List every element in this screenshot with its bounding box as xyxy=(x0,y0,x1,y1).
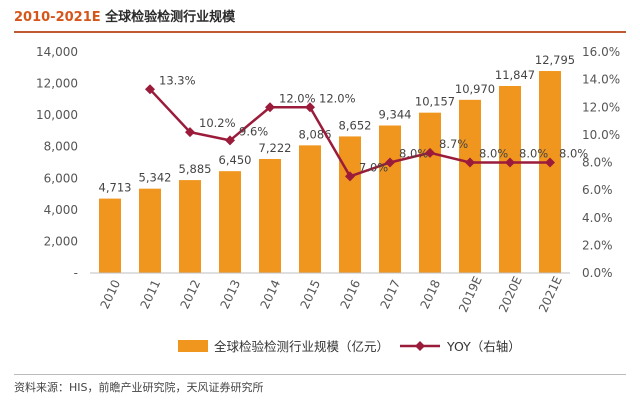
x-axis-tick-label: 2010 xyxy=(98,278,124,312)
yoy-point xyxy=(505,157,515,168)
left-axis-tick-label: 10,000 xyxy=(36,108,78,122)
bar xyxy=(339,136,361,273)
bar xyxy=(459,99,481,273)
x-axis-tick-label: 2017 xyxy=(378,278,404,312)
legend-label-line: YOY（右轴） xyxy=(446,339,521,354)
chart-title-text: 全球检验检测行业规模 xyxy=(105,10,236,25)
x-axis-tick-label: 2013 xyxy=(218,278,244,312)
source-note: 资料来源：HIS，前瞻产业研究院，天风证券研究所 xyxy=(14,381,264,394)
yoy-value-label: 8.0% xyxy=(479,147,508,161)
right-axis-tick-label: 10.0% xyxy=(582,128,620,142)
right-axis-tick-label: 4.0% xyxy=(582,211,613,225)
left-axis-tick-label: 4,000 xyxy=(44,203,78,217)
bar-value-label: 10,157 xyxy=(415,95,455,109)
bar xyxy=(539,71,561,273)
yoy-value-label: 9.6% xyxy=(239,124,268,138)
yoy-point xyxy=(425,147,435,158)
x-axis-tick-label: 2014 xyxy=(258,278,284,312)
x-axis-tick-label: 2020E xyxy=(496,274,525,314)
bar-value-label: 6,450 xyxy=(219,153,252,167)
bar-value-label: 5,885 xyxy=(179,162,212,176)
bar-value-label: 11,847 xyxy=(495,68,535,82)
yoy-value-label: 13.3% xyxy=(159,73,196,87)
right-axis-tick-label: 2.0% xyxy=(582,238,613,252)
yoy-point xyxy=(545,157,555,168)
bar xyxy=(99,198,121,273)
x-axis-tick-label: 2019E xyxy=(456,274,485,314)
left-axis-tick-label: 12,000 xyxy=(36,77,78,91)
bar-value-label: 4,713 xyxy=(99,181,132,195)
yoy-point xyxy=(465,157,475,168)
bar-value-label: 7,222 xyxy=(259,141,292,155)
left-axis-tick-label: 6,000 xyxy=(44,171,78,185)
bar xyxy=(499,85,521,274)
left-axis-tick-label: 14,000 xyxy=(36,45,78,59)
legend-swatch-bar xyxy=(178,340,208,352)
bar-value-label: 5,342 xyxy=(139,171,172,185)
bar-value-label: 9,344 xyxy=(379,107,412,121)
right-axis-tick-label: 14.0% xyxy=(582,73,620,87)
bar-value-label: 12,795 xyxy=(535,53,575,67)
bar-value-label: 10,970 xyxy=(455,82,495,96)
x-axis-tick-label: 2021E xyxy=(536,274,565,314)
bar xyxy=(179,180,201,273)
yoy-point xyxy=(265,102,275,113)
yoy-value-label: 7.0% xyxy=(359,160,388,174)
left-axis-tick-label: 8,000 xyxy=(44,140,78,154)
source-divider xyxy=(14,374,626,375)
right-axis-tick-label: 16.0% xyxy=(582,45,620,59)
right-axis-tick-label: 0.0% xyxy=(582,266,613,280)
x-axis-tick-label: 2011 xyxy=(138,278,164,312)
bar xyxy=(419,112,441,274)
bar xyxy=(139,188,161,273)
combo-chart: - 2,000 4,000 6,000 8,000 10,000 12,000 14,000 0… xyxy=(36,45,620,354)
yoy-value-label: 8.0% xyxy=(559,147,588,161)
yoy-point xyxy=(145,84,155,95)
bar xyxy=(379,125,401,273)
yoy-point xyxy=(185,127,195,138)
bar xyxy=(219,171,241,273)
yoy-value-label: 8.7% xyxy=(439,137,468,151)
right-axis-tick-label: 8.0% xyxy=(582,156,613,170)
yoy-value-label: 12.0% xyxy=(319,91,356,105)
yoy-value-label: 8.0% xyxy=(519,147,548,161)
left-axis-tick-label: 2,000 xyxy=(44,234,78,248)
x-axis-tick-label: 2018 xyxy=(418,278,444,312)
yoy-point xyxy=(385,157,395,168)
right-axis-tick-label: 6.0% xyxy=(582,183,613,197)
yoy-point xyxy=(225,135,235,146)
x-axis-tick-label: 2015 xyxy=(298,278,324,312)
title-divider xyxy=(14,31,626,33)
left-axis-tick-label: - xyxy=(74,266,78,280)
bar-value-label: 8,652 xyxy=(339,118,372,132)
legend-label-bar: 全球检验检测行业规模（亿元） xyxy=(214,339,389,354)
chart-title-years: 2010-2021E xyxy=(14,10,101,25)
bar xyxy=(259,158,281,273)
right-axis-tick-label: 12.0% xyxy=(582,100,620,114)
chart-title: 2010-2021E 全球检验检测行业规模 xyxy=(14,6,626,30)
yoy-value-label: 8.0% xyxy=(399,147,428,161)
yoy-value-label: 10.2% xyxy=(199,116,236,130)
x-axis-tick-label: 2012 xyxy=(178,278,204,312)
legend-marker-line xyxy=(415,341,425,351)
bar xyxy=(299,145,321,273)
yoy-point xyxy=(345,171,355,182)
yoy-point xyxy=(305,102,315,113)
yoy-value-label: 12.0% xyxy=(279,91,316,105)
x-axis-tick-label: 2016 xyxy=(338,278,364,312)
